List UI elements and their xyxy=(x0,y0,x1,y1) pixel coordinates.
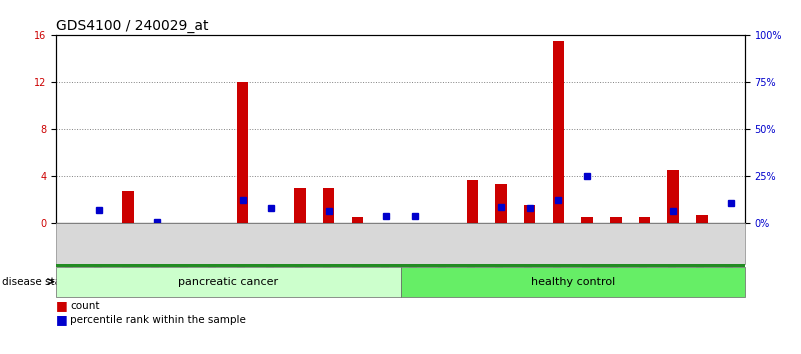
Text: pancreatic cancer: pancreatic cancer xyxy=(179,276,279,287)
Bar xyxy=(610,217,622,223)
Text: ■: ■ xyxy=(56,299,68,312)
Bar xyxy=(553,41,564,223)
Bar xyxy=(495,184,507,223)
Bar xyxy=(667,170,679,223)
Text: ■: ■ xyxy=(56,313,68,326)
Bar xyxy=(466,179,478,223)
Bar xyxy=(638,217,650,223)
Text: healthy control: healthy control xyxy=(530,276,615,287)
Bar xyxy=(237,82,248,223)
Text: GDS4100 / 240029_at: GDS4100 / 240029_at xyxy=(56,19,208,33)
Bar xyxy=(524,205,535,223)
Bar xyxy=(122,192,134,223)
Text: disease state: disease state xyxy=(2,276,72,287)
Bar xyxy=(323,188,335,223)
Bar xyxy=(294,188,306,223)
Bar xyxy=(582,217,593,223)
Bar xyxy=(696,215,707,223)
Text: percentile rank within the sample: percentile rank within the sample xyxy=(70,315,247,325)
Text: count: count xyxy=(70,301,100,310)
Bar xyxy=(352,217,363,223)
